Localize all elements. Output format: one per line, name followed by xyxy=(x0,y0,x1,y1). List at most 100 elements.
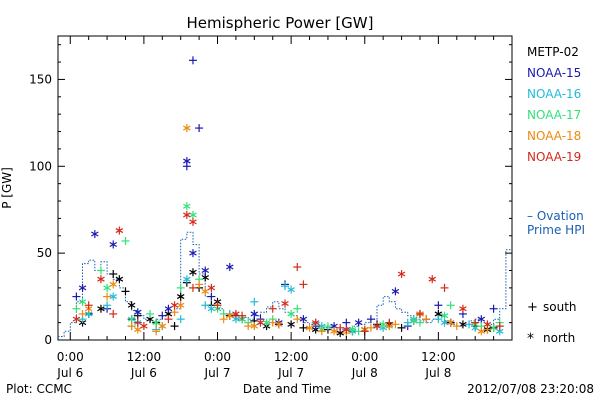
north-point-stroke xyxy=(489,325,498,331)
north-point-stroke xyxy=(133,309,142,315)
north-point-stroke xyxy=(305,325,314,331)
south-point xyxy=(452,322,461,331)
north-point xyxy=(305,323,314,332)
north-point-stroke xyxy=(397,271,406,277)
north-point xyxy=(183,202,191,211)
south-point xyxy=(489,304,498,313)
north-point-stroke xyxy=(115,228,124,234)
north-point xyxy=(256,318,265,327)
south-point xyxy=(471,318,480,327)
north-point xyxy=(189,217,197,226)
ovation-legend-line2: Prime HPI xyxy=(527,223,585,237)
north-point xyxy=(183,157,191,166)
north-point xyxy=(133,325,142,334)
north-point xyxy=(275,320,283,329)
x-tick-time: 0:00 xyxy=(351,350,378,364)
north-point xyxy=(207,283,216,292)
plot-frame xyxy=(57,35,513,341)
south-point xyxy=(207,292,216,301)
north-point xyxy=(164,304,173,313)
north-point-stroke xyxy=(146,316,154,322)
north-point-stroke xyxy=(140,323,148,329)
x-tick-time: 12:00 xyxy=(421,350,456,364)
north-point-stroke xyxy=(72,316,81,322)
north-point xyxy=(477,315,486,324)
north-point-stroke xyxy=(256,320,265,326)
y-tick-label: 0 xyxy=(44,333,52,347)
north-point-stroke xyxy=(109,241,117,247)
north-point xyxy=(330,327,338,336)
south-point xyxy=(109,309,118,318)
north-point xyxy=(201,266,210,275)
north-point-stroke xyxy=(183,125,191,131)
marker-legend-south-label: south xyxy=(543,300,577,314)
south-point xyxy=(434,315,443,324)
north-point xyxy=(446,318,455,327)
north-point xyxy=(287,309,295,318)
north-point-stroke xyxy=(152,320,160,326)
legend-entry: NOAA-18 xyxy=(527,129,581,143)
north-point xyxy=(78,297,87,306)
north-point-stroke xyxy=(391,288,400,294)
south-point xyxy=(299,323,308,332)
north-point xyxy=(311,318,320,327)
x-tick-date: Jul 6 xyxy=(130,366,157,380)
south-point xyxy=(164,315,173,324)
south-point xyxy=(219,315,228,324)
north-point xyxy=(115,275,124,284)
north-point-stroke xyxy=(109,281,117,287)
south-point xyxy=(109,269,118,278)
north-point-stroke xyxy=(127,316,136,322)
north-point xyxy=(133,308,142,317)
south-point xyxy=(127,322,136,331)
north-point xyxy=(373,322,381,331)
south-point xyxy=(366,315,375,324)
north-point-stroke xyxy=(287,311,295,317)
south-point xyxy=(78,309,87,318)
north-point xyxy=(109,280,117,289)
north-point xyxy=(410,316,418,325)
north-point xyxy=(201,273,210,282)
north-point-stroke xyxy=(459,321,467,327)
legend: METP-02 NOAA-15 NOAA-16 NOAA-17 NOAA-18 NOAA-… xyxy=(527,45,581,164)
north-point xyxy=(281,299,289,308)
marker-legend-north-symbol: * xyxy=(527,331,534,347)
north-point xyxy=(109,240,117,249)
north-point-stroke xyxy=(226,264,234,270)
north-point-stroke xyxy=(189,212,197,218)
north-point xyxy=(287,320,295,329)
north-point xyxy=(348,325,357,334)
legend-entry: METP-02 xyxy=(527,45,579,59)
north-point-stroke xyxy=(287,321,295,327)
south-point xyxy=(176,283,185,292)
north-point xyxy=(189,268,197,277)
north-point-stroke xyxy=(232,316,240,322)
north-point-stroke xyxy=(281,301,289,307)
north-point xyxy=(250,322,259,331)
north-point xyxy=(207,304,216,313)
north-point-stroke xyxy=(336,330,344,336)
north-point-stroke xyxy=(459,306,467,312)
south-point xyxy=(440,283,449,292)
south-point xyxy=(195,124,204,133)
north-point-stroke xyxy=(354,320,363,326)
south-point xyxy=(268,304,277,313)
north-point-stroke xyxy=(109,294,117,300)
south-point xyxy=(293,263,302,272)
south-point xyxy=(72,304,81,313)
south-point xyxy=(152,327,161,336)
north-point xyxy=(140,322,148,331)
legend-entry: NOAA-19 xyxy=(527,150,581,164)
chart-title: Hemispheric Power [GW] xyxy=(187,14,374,32)
north-point-stroke xyxy=(232,311,240,317)
south-point xyxy=(342,318,351,327)
north-point xyxy=(176,301,185,310)
south-point xyxy=(385,318,394,327)
north-point-stroke xyxy=(226,313,234,319)
south-point xyxy=(446,301,455,310)
north-point-stroke xyxy=(133,327,142,333)
x-tick-date: Jul 7 xyxy=(277,366,304,380)
north-point-stroke xyxy=(97,276,105,282)
south-point xyxy=(96,266,105,275)
south-point xyxy=(415,309,424,318)
